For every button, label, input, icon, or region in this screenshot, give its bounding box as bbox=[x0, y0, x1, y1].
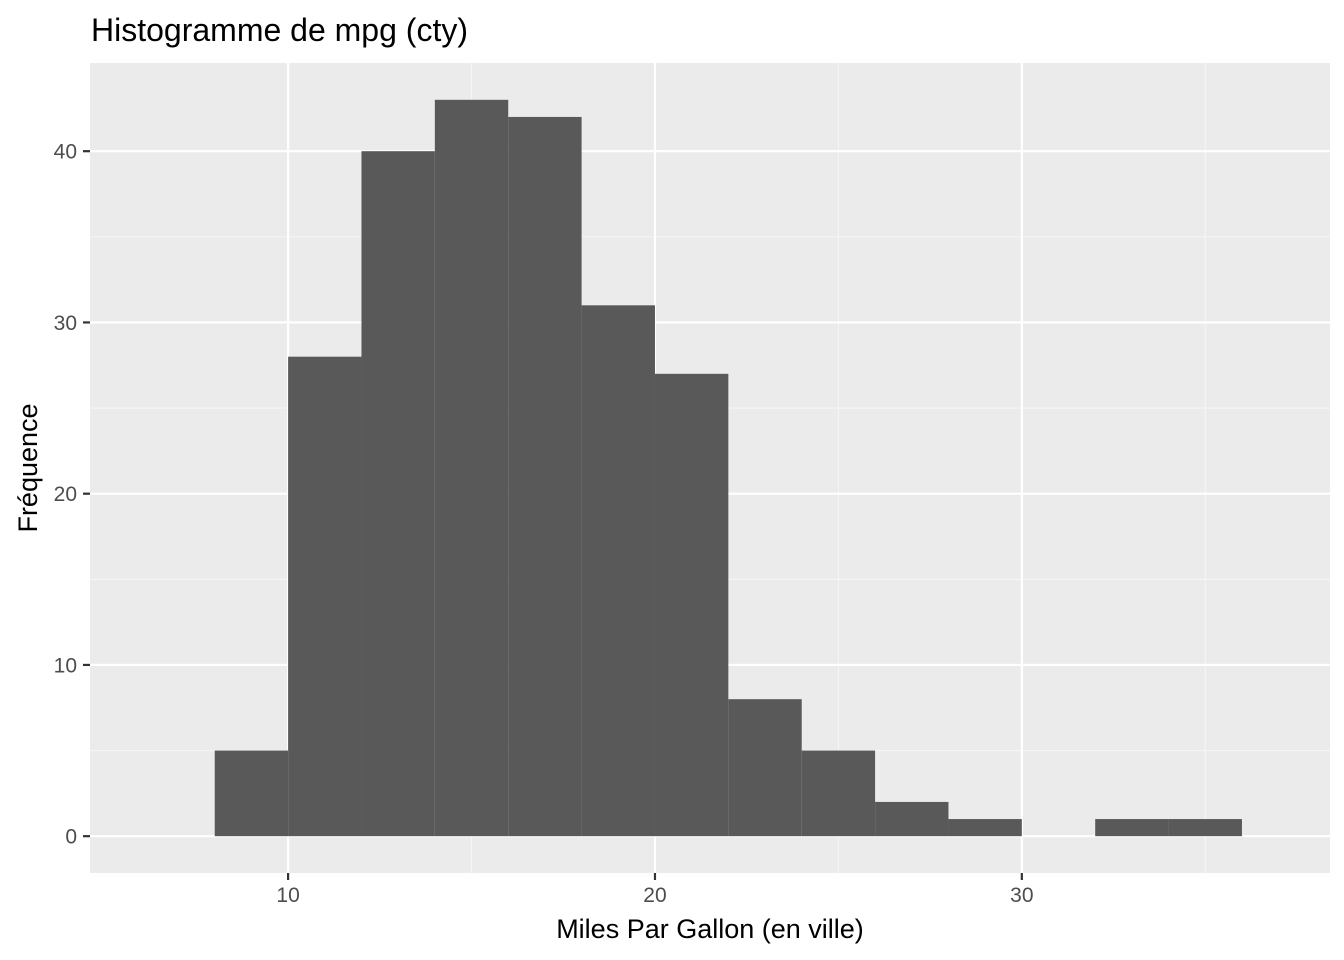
histogram-bar bbox=[875, 801, 949, 837]
x-axis: 10 20 30 bbox=[276, 873, 1034, 907]
histogram-bar bbox=[214, 750, 289, 837]
y-axis-title: Fréquence bbox=[13, 403, 43, 532]
histogram-bar bbox=[361, 151, 435, 837]
y-tick-label: 20 bbox=[54, 483, 77, 506]
histogram-bar bbox=[1095, 819, 1169, 837]
y-tick-label: 40 bbox=[54, 141, 77, 164]
histogram-bar bbox=[654, 373, 729, 837]
histogram-bar bbox=[434, 99, 509, 837]
y-tick-label: 0 bbox=[65, 826, 77, 849]
x-tick-label: 10 bbox=[276, 884, 299, 907]
x-axis-title: Miles Par Gallon (en ville) bbox=[556, 914, 864, 944]
chart-title: Histogramme de mpg (cty) bbox=[91, 12, 468, 48]
y-tick-label: 30 bbox=[54, 312, 77, 335]
histogram-bar bbox=[581, 305, 655, 837]
histogram-bar bbox=[1168, 819, 1242, 837]
y-axis: 0 10 20 30 40 bbox=[54, 141, 90, 849]
histogram-bar bbox=[948, 819, 1022, 837]
x-tick-label: 30 bbox=[1010, 884, 1033, 907]
histogram-bar bbox=[801, 750, 876, 837]
histogram-bar bbox=[288, 356, 362, 837]
histogram-bar bbox=[728, 699, 802, 837]
y-tick-label: 10 bbox=[54, 654, 77, 677]
histogram-bar bbox=[508, 116, 582, 837]
histogram-bars bbox=[214, 99, 1242, 837]
x-tick-label: 20 bbox=[643, 884, 666, 907]
